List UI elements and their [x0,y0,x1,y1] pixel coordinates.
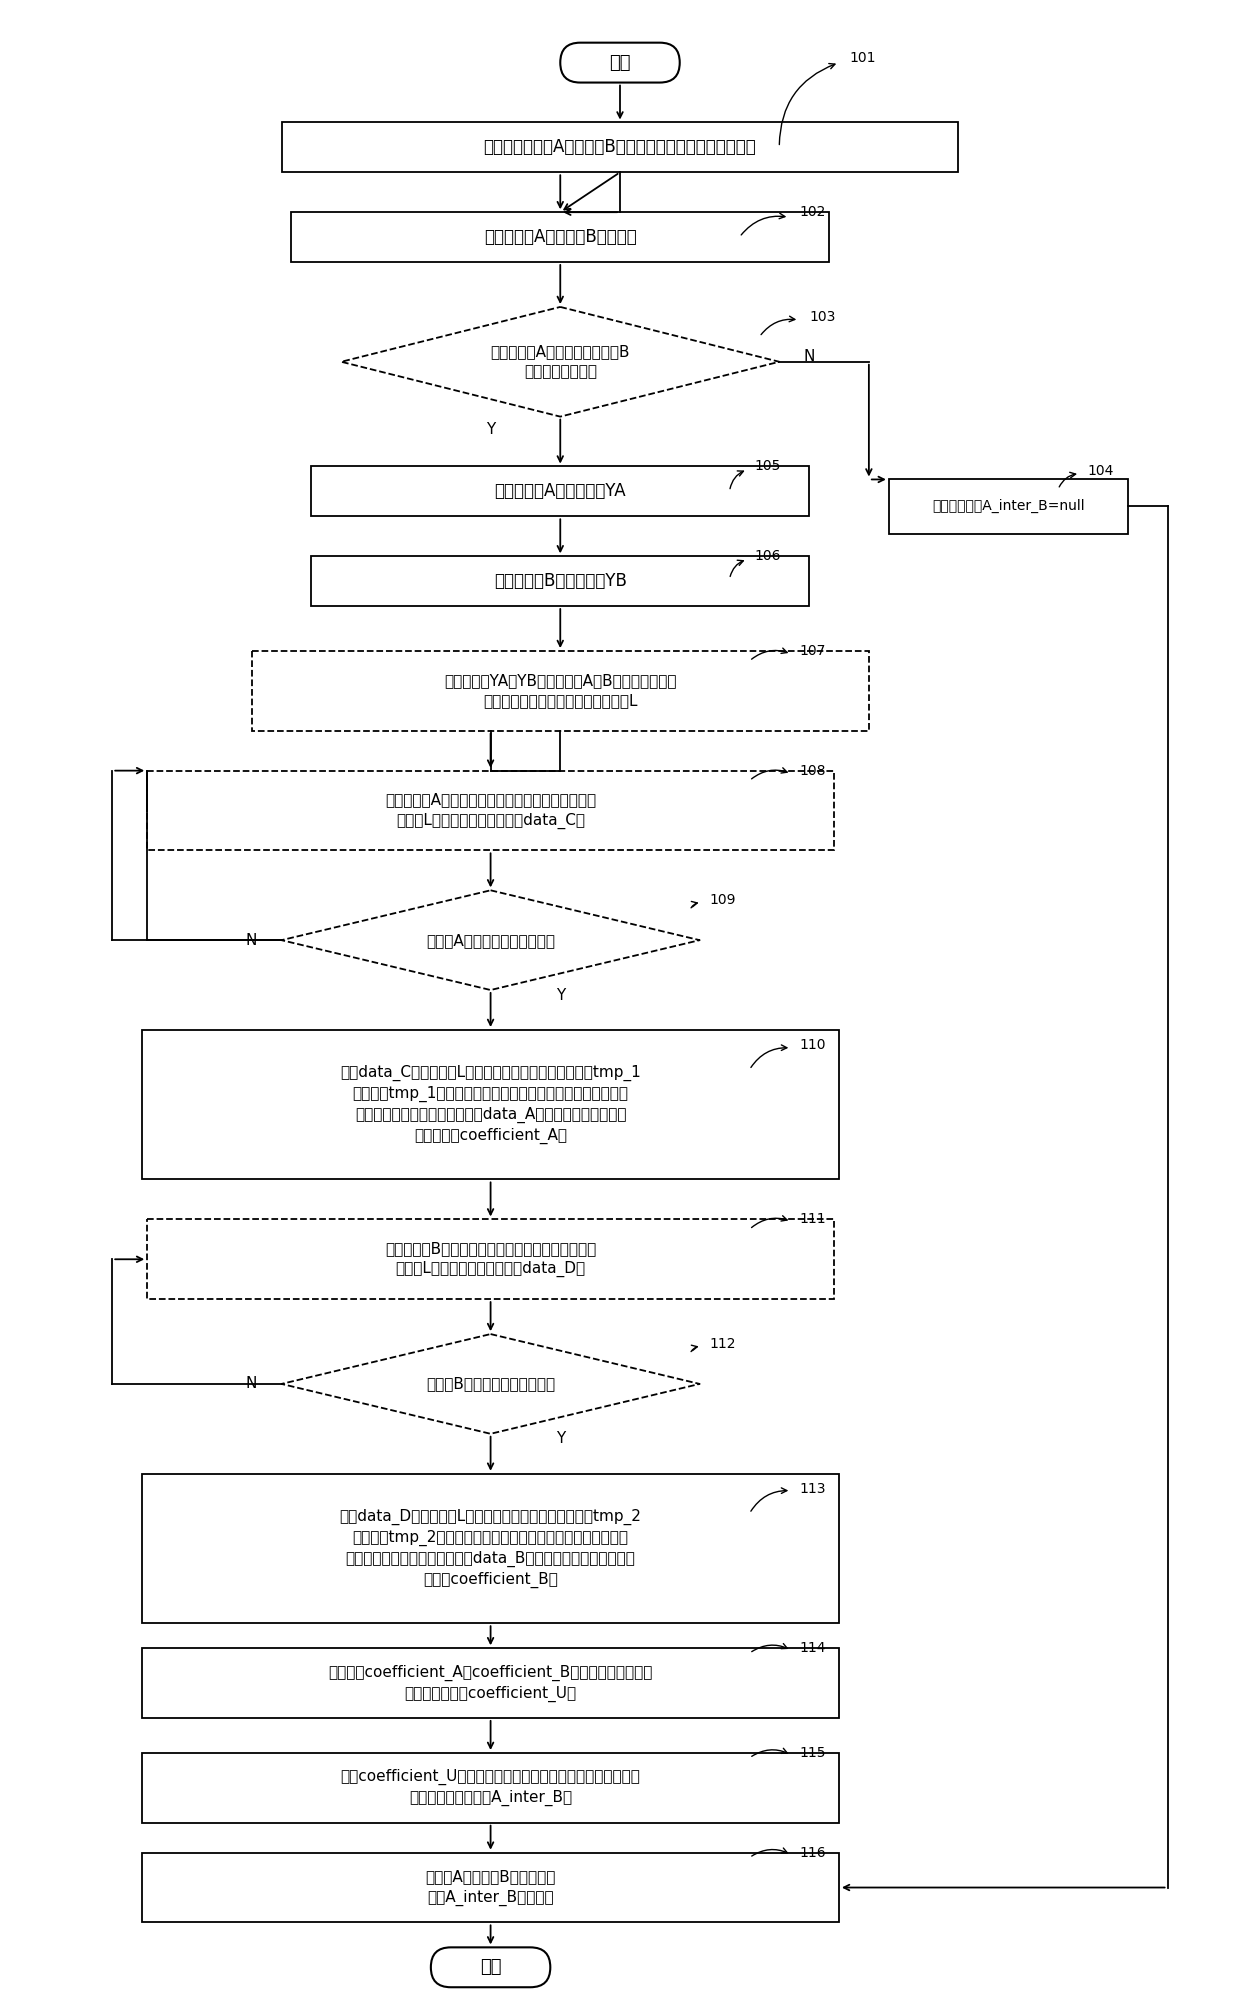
Text: 105: 105 [754,460,781,474]
Bar [143,1752,839,1822]
Bar [889,480,1127,533]
Text: 求取平面片A的平面方程YA: 求取平面片A的平面方程YA [495,482,626,500]
Bar [143,1475,839,1622]
Text: 判断平面片A的包围盒与平面片B
的包围盒是否相交: 判断平面片A的包围盒与平面片B 的包围盒是否相交 [491,344,630,380]
Text: 平面片B的线段是否全部处理完: 平面片B的线段是否全部处理完 [427,1377,556,1391]
Text: N: N [246,933,258,947]
Bar [291,212,830,262]
Text: 求取数组coefficient_A和coefficient_B中投影系数区间的交
集，结果保存在coefficient_U中: 求取数组coefficient_A和coefficient_B中投影系数区间的交… [329,1664,652,1702]
Text: 求取data_D中的交点在L上的投影系数，将其保存在数组tmp_2
中，按照tmp_2中投影系数从小到大的顺序对交点进行排序并删
除重复交点，将交点保存在数组d: 求取data_D中的交点在L上的投影系数，将其保存在数组tmp_2 中，按照tm… [340,1508,641,1588]
Text: 116: 116 [800,1846,826,1860]
Text: 108: 108 [800,763,826,777]
Text: 114: 114 [800,1640,826,1654]
Bar [281,122,959,172]
Text: 109: 109 [709,893,737,907]
Bar [148,771,835,851]
Text: 求取平面片B的平面方程YB: 求取平面片B的平面方程YB [494,571,626,589]
Text: 107: 107 [800,643,826,657]
Text: 106: 106 [754,549,781,563]
Text: 101: 101 [849,50,875,64]
Text: 求取data_C中的交点在L上的投影系数，将其保存在数组tmp_1
中，按照tmp_1中投影系数从小到大的顺序对交点进行排序并删
除重复交点，将交点保存在数组d: 求取data_C中的交点在L上的投影系数，将其保存在数组tmp_1 中，按照tm… [340,1065,641,1145]
Bar [252,651,869,731]
FancyBboxPatch shape [560,42,680,82]
Text: N: N [804,350,815,364]
Text: 111: 111 [800,1213,826,1227]
Text: 按照coefficient_U中投影系数对应的交点对形成交线段，将得到
的交线段保存在链表A_inter_B中: 按照coefficient_U中投影系数对应的交点对形成交线段，将得到 的交线段… [341,1768,641,1806]
FancyBboxPatch shape [430,1948,551,1988]
Text: 115: 115 [800,1746,826,1760]
Text: 遍历平面片A的内环和外环中的线段，取出一个线段
与线段L求交，交点保存在数组data_C中: 遍历平面片A的内环和外环中的线段，取出一个线段 与线段L求交，交点保存在数组da… [384,793,596,829]
Text: 112: 112 [709,1337,737,1351]
Text: 不相交，则令A_inter_B=null: 不相交，则令A_inter_B=null [932,500,1085,513]
Bar [148,1219,835,1299]
Text: 110: 110 [800,1037,826,1051]
Text: 结束: 结束 [480,1958,501,1976]
Text: 104: 104 [1087,464,1115,478]
Bar [143,1852,839,1922]
Text: 求取平面片A和平面片B的包围盒: 求取平面片A和平面片B的包围盒 [484,228,636,246]
Text: 平面片A的线段是否全部处理完: 平面片A的线段是否全部处理完 [427,933,556,947]
Text: Y: Y [556,987,565,1003]
Text: 102: 102 [800,206,826,220]
Text: Y: Y [486,422,495,438]
Text: Y: Y [556,1431,565,1447]
Text: N: N [246,1377,258,1391]
Text: 遍历平面片B的内环和外环中的线段，取出一个线段
与线段L求交，交点保存在数组data_D中: 遍历平面片B的内环和外环中的线段，取出一个线段 与线段L求交，交点保存在数组da… [384,1241,596,1277]
Text: 103: 103 [810,310,836,324]
Text: 由平面方程YA和YB求取平面片A和B的理论交线，由
理论交线形成一个长线段，将其记为L: 由平面方程YA和YB求取平面片A和B的理论交线，由 理论交线形成一个长线段，将其… [444,673,677,707]
Bar [311,555,810,605]
Text: 开始: 开始 [609,54,631,72]
Bar [311,466,810,515]
Bar [143,1029,839,1179]
Text: 依次读入平面片A和平面片B的顶点、边、内环和外环的数据: 依次读入平面片A和平面片B的顶点、边、内环和外环的数据 [484,138,756,156]
Text: 平面片A和平面片B求交结果为
链表A_inter_B中的线段: 平面片A和平面片B求交结果为 链表A_inter_B中的线段 [425,1870,556,1906]
Text: 113: 113 [800,1483,826,1497]
Bar [143,1648,839,1718]
